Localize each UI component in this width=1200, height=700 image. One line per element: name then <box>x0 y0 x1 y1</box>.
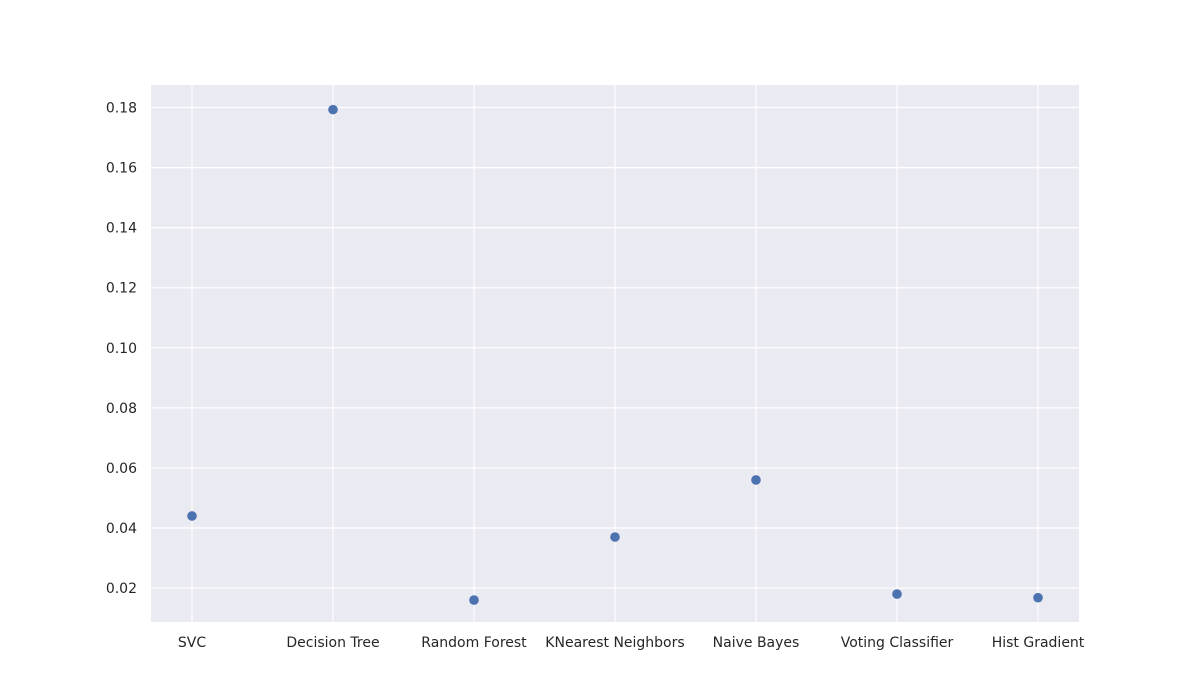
y-tick-label: 0.06 <box>106 461 137 477</box>
x-tick-label: Decision Tree <box>286 635 379 651</box>
x-tick-label: SVC <box>178 635 206 651</box>
y-tick-label: 0.04 <box>106 521 137 537</box>
data-point-naive-bayes <box>751 475 761 485</box>
data-point-knearest-neighbors <box>610 532 620 542</box>
data-point-voting-classifier <box>892 589 902 599</box>
y-tick-label: 0.16 <box>106 161 137 177</box>
x-tick-label: Voting Classifier <box>841 635 954 651</box>
x-gridlines <box>191 85 1039 622</box>
x-tick-label: Hist Gradient <box>992 635 1085 651</box>
data-point-hist-gradient <box>1033 592 1043 603</box>
x-tick-label: Naive Bayes <box>713 635 800 651</box>
y-tick-label: 0.08 <box>106 401 137 417</box>
y-tick-label: 0.10 <box>106 341 137 357</box>
data-point-decision-tree <box>328 104 338 115</box>
y-axis-tick-labels: 0.02 0.04 0.06 0.08 0.10 0.12 0.14 0.16 0.18 <box>106 101 137 598</box>
y-tick-label: 0.14 <box>106 221 137 237</box>
data-points <box>187 104 1043 605</box>
data-point-random-forest <box>469 595 479 605</box>
x-axis-tick-labels: SVC Decision Tree Random Forest KNearest Ne… <box>178 635 1085 651</box>
x-tick-label: KNearest Neighbors <box>545 635 684 651</box>
y-tick-label: 0.02 <box>106 581 137 597</box>
data-point-svc <box>187 511 197 521</box>
x-tick-label: Random Forest <box>421 635 527 651</box>
y-tick-label: 0.12 <box>106 281 137 297</box>
y-tick-label: 0.18 <box>106 101 137 117</box>
